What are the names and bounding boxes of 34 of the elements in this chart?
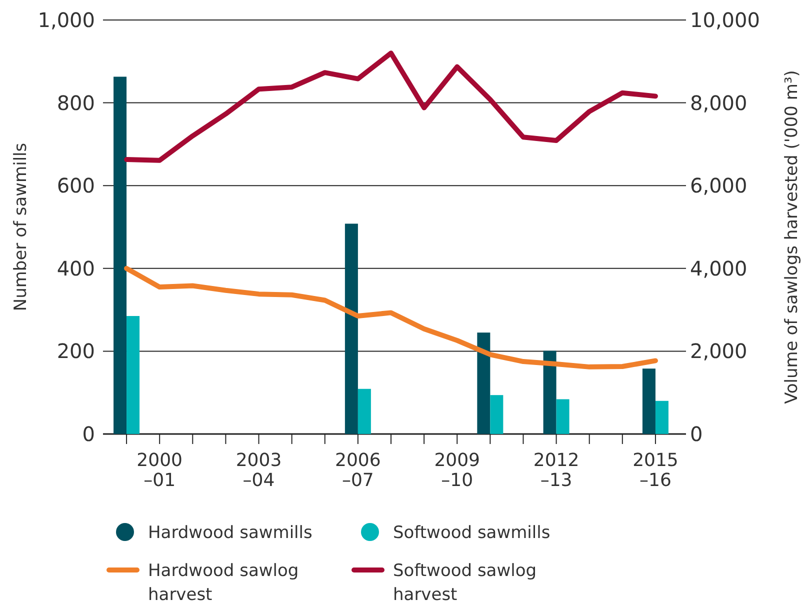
bar: [543, 350, 556, 434]
bar: [556, 399, 570, 434]
bar: [642, 368, 656, 434]
y-tick-label: 0: [82, 422, 95, 446]
x-tick-label: 2009 –10: [434, 450, 480, 491]
legend-label: Softwood sawlog harvest: [393, 561, 537, 604]
y2-tick-label: 2,000: [690, 339, 748, 364]
legend-label: Hardwood sawlog harvest: [148, 561, 299, 604]
y-axis-title: Number of sawmills: [11, 142, 31, 312]
x-tick-label: 2003 –04: [236, 450, 282, 491]
x-tick-label: 2006 –07: [335, 450, 381, 491]
bar: [490, 395, 504, 434]
y-tick-label: 600: [56, 174, 95, 198]
y2-tick-label: 4,000: [690, 256, 748, 280]
y-tick-label: 1,000: [38, 8, 95, 32]
y2-axis-title: Volume of sawlogs harvested ('000 m³): [782, 70, 802, 404]
bar: [114, 76, 127, 434]
y2-tick-label: 0: [690, 422, 703, 446]
x-tick-label: 2012 –13: [533, 450, 580, 491]
bar: [126, 316, 140, 434]
y2-tick-label: 8,000: [690, 90, 748, 115]
bar: [358, 388, 371, 434]
y2-tick-label: 6,000: [690, 174, 748, 198]
y-tick-label: 400: [56, 256, 95, 280]
y2-tick-label: 10,000: [690, 8, 760, 32]
legend-label: Hardwood sawmills: [148, 523, 312, 543]
bar: [477, 332, 490, 434]
x-tick-label: 2015 –16: [632, 450, 678, 491]
legend-label: Softwood sawmills: [393, 523, 550, 543]
y-tick-label: 200: [56, 339, 95, 364]
x-tick-label: 2000 –01: [136, 450, 182, 491]
y-tick-label: 800: [56, 90, 95, 115]
bar: [344, 224, 358, 434]
bar: [655, 400, 668, 434]
